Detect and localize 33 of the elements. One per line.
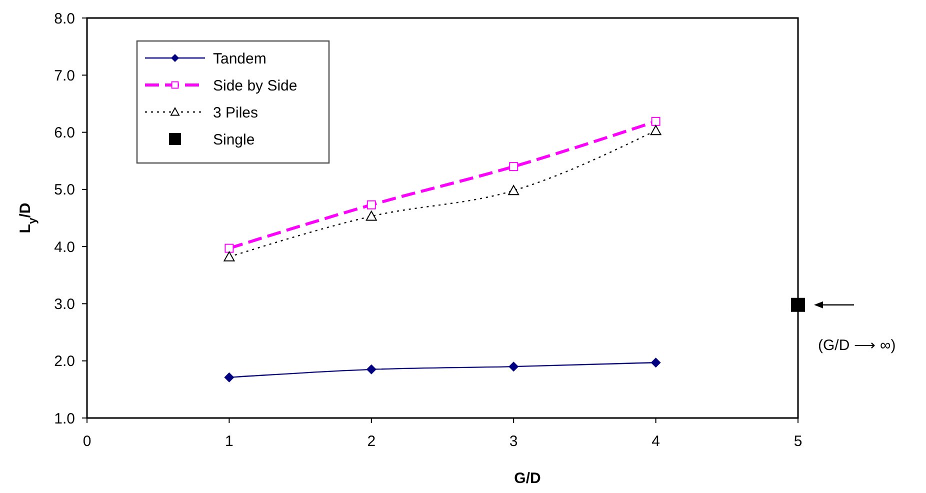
point xyxy=(224,244,234,253)
point xyxy=(791,298,805,312)
y-tick-label: 4.0 xyxy=(54,238,75,256)
legend-label: 3 Piles xyxy=(213,104,258,122)
legend-label: Single xyxy=(213,131,255,148)
point xyxy=(366,200,376,210)
x-tick-label: 3 xyxy=(509,433,518,450)
x-tick-label: 5 xyxy=(794,433,802,450)
text: (G/D ⟶ ∞) xyxy=(818,337,896,354)
point xyxy=(366,364,376,374)
y-tick-label: 3.0 xyxy=(54,296,75,313)
point xyxy=(508,362,519,372)
x-tick-label: 4 xyxy=(652,433,660,450)
point xyxy=(224,372,234,382)
legend-label: Tandem xyxy=(213,50,266,68)
point xyxy=(509,162,518,172)
legend-label: Side by Side xyxy=(213,77,298,94)
x-axis-title: G/D xyxy=(514,470,541,487)
x-tick-label: 1 xyxy=(225,433,234,450)
y-tick-label: 1.0 xyxy=(54,410,75,428)
point xyxy=(650,358,661,368)
point xyxy=(650,125,662,136)
y-tick-label: 2.0 xyxy=(54,353,75,370)
x-tick-label: 0 xyxy=(82,433,92,450)
point xyxy=(508,185,520,196)
y-tick-label: 5.0 xyxy=(54,182,75,199)
y-tick-label: 7.0 xyxy=(54,67,75,84)
point xyxy=(224,251,235,262)
point xyxy=(651,116,660,126)
point xyxy=(366,210,377,221)
y-tick-label: 6.0 xyxy=(54,124,75,142)
x-tick-label: 2 xyxy=(367,433,376,450)
y-tick-label: 8.0 xyxy=(54,10,75,28)
